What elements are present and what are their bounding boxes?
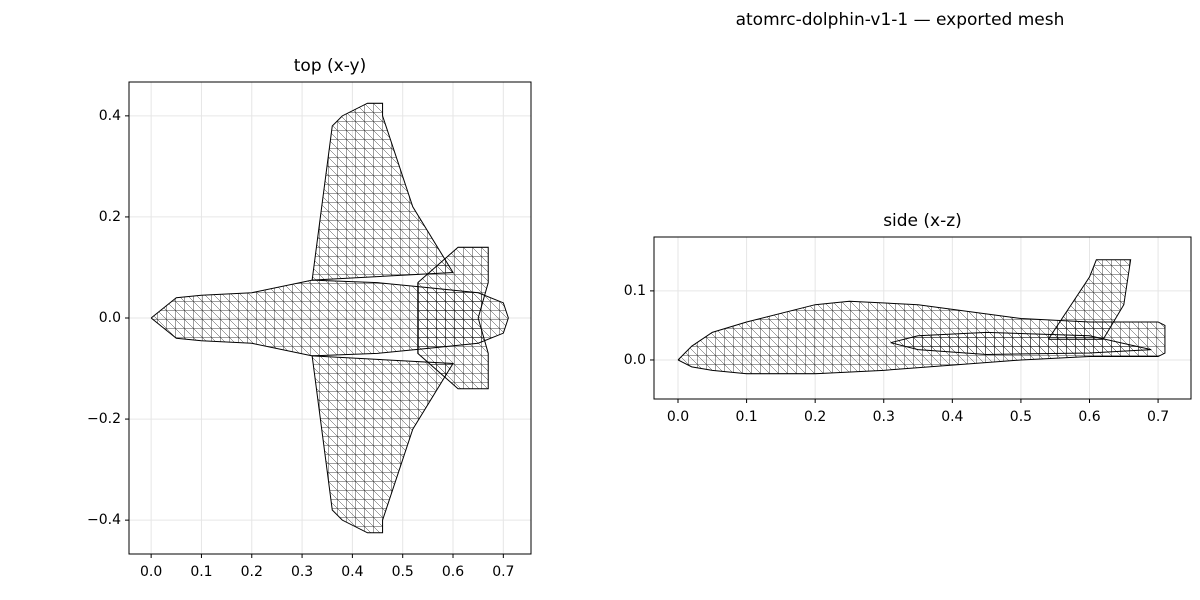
- x-tick-label: 0.5: [1010, 409, 1032, 425]
- x-tick-label: 0.4: [941, 409, 963, 425]
- mesh-outline: [417, 246, 489, 390]
- x-tick-label: 0.0: [667, 409, 689, 425]
- figure-title: atomrc-dolphin-v1-1 — exported mesh: [736, 10, 1065, 30]
- x-tick-label: 0.7: [492, 564, 514, 580]
- x-tick-label: 0.2: [241, 564, 263, 580]
- y-tick-label: 0.1: [624, 283, 646, 299]
- x-tick-label: 0.3: [291, 564, 313, 580]
- x-tick-label: 0.1: [190, 564, 212, 580]
- x-tick-label: 0.1: [735, 409, 757, 425]
- chart-title: side (x-z): [883, 211, 962, 231]
- x-tick-label: 0.3: [873, 409, 895, 425]
- y-tick-label: −0.2: [87, 411, 121, 427]
- mesh-outline: [311, 102, 454, 281]
- mesh-outline: [311, 355, 454, 534]
- y-tick-label: −0.4: [87, 512, 121, 528]
- x-tick-label: 0.5: [392, 564, 414, 580]
- x-tick-label: 0.0: [140, 564, 162, 580]
- chart-title: top (x-y): [294, 56, 366, 76]
- y-tick-label: 0.0: [99, 310, 121, 326]
- x-tick-label: 0.4: [341, 564, 363, 580]
- x-tick-label: 0.6: [1078, 409, 1100, 425]
- x-tick-label: 0.7: [1147, 409, 1169, 425]
- y-tick-label: 0.4: [99, 108, 121, 124]
- axes-frame: [128, 81, 532, 555]
- x-tick-label: 0.2: [804, 409, 826, 425]
- x-tick-label: 0.6: [442, 564, 464, 580]
- axes-frame: [653, 236, 1192, 400]
- y-tick-label: 0.0: [624, 352, 646, 368]
- y-tick-label: 0.2: [99, 209, 121, 225]
- mesh-outline: [1047, 259, 1132, 340]
